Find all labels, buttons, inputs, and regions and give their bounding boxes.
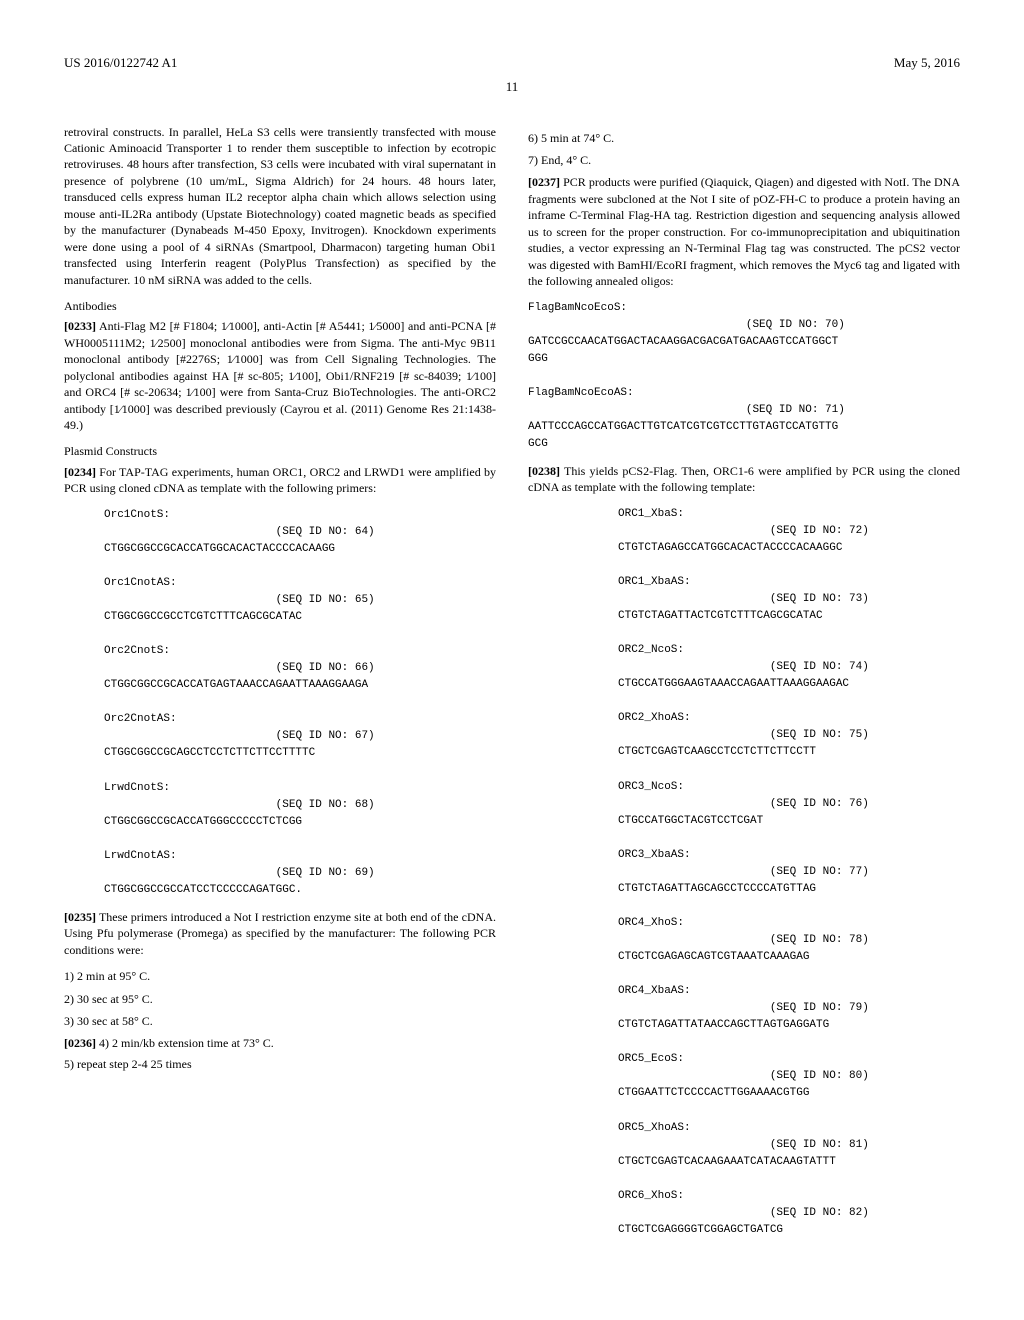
antibodies-heading: Antibodies <box>64 298 496 314</box>
seq65-name: Orc1CnotAS: <box>104 577 177 589</box>
pcr-step-7: 7) End, 4° C. <box>528 152 960 168</box>
seq73-id: (SEQ ID NO: 73) <box>770 593 869 605</box>
para-num-0233: [0233] <box>64 319 96 333</box>
seq80-id: (SEQ ID NO: 80) <box>770 1070 869 1082</box>
seq76-id: (SEQ ID NO: 76) <box>770 798 869 810</box>
seq65-id: (SEQ ID NO: 65) <box>276 594 375 606</box>
para-0234: [0234] For TAP-TAG experiments, human OR… <box>64 464 496 497</box>
plasmid-heading: Plasmid Constructs <box>64 443 496 459</box>
para-text-0237: PCR products were purified (Qiaquick, Qi… <box>528 175 960 288</box>
seq74-name: ORC2_NcoS: <box>618 644 684 656</box>
seq75-name: ORC2_XhoAS: <box>618 712 691 724</box>
para-text-0233: Anti-Flag M2 [# F1804; 1⁄1000], anti-Act… <box>64 319 496 432</box>
para-text-0235: These primers introduced a Not I restric… <box>64 910 496 957</box>
pcr-step-2: 2) 30 sec at 95° C. <box>64 991 496 1007</box>
seq81-seq: CTGCTCGAGTCACAAGAAATCATACAAGTATTT <box>618 1156 836 1168</box>
seq75-seq: CTGCTCGAGTCAAGCCTCCTCTTCTTCCTT <box>618 746 816 758</box>
seq73-seq: CTGTCTAGATTACTCGTCTTTCAGCGCATAC <box>618 610 823 622</box>
seq70-seq2: GGG <box>528 353 548 365</box>
seq79-id: (SEQ ID NO: 79) <box>770 1002 869 1014</box>
seq69-name: LrwdCnotAS: <box>104 850 177 862</box>
seq67-seq: CTGGCGGCCGCAGCCTCCTCTTCTTCCTTTTC <box>104 747 315 759</box>
seq77-id: (SEQ ID NO: 77) <box>770 866 869 878</box>
pcr-step-3: 3) 30 sec at 58° C. <box>64 1013 496 1029</box>
para-num-0235: [0235] <box>64 910 96 924</box>
left-column: retroviral constructs. In parallel, HeLa… <box>64 124 496 1249</box>
seq80-name: ORC5_EcoS: <box>618 1053 684 1065</box>
para-text-0238: This yields pCS2-Flag. Then, ORC1-6 were… <box>528 464 960 494</box>
seq69-seq: CTGGCGGCCGCCATCCTCCCCCAGATGGC. <box>104 884 302 896</box>
para-0235: [0235] These primers introduced a Not I … <box>64 909 496 958</box>
seq74-seq: CTGCCATGGGAAGTAAACCAGAATTAAAGGAAGAC <box>618 678 849 690</box>
para-num-0236: [0236] <box>64 1036 96 1050</box>
pcr-step-5: 5) repeat step 2-4 25 times <box>64 1056 496 1072</box>
seq82-seq: CTGCTCGAGGGGTCGGAGCTGATCG <box>618 1224 783 1236</box>
seq71-seq1: AATTCCCAGCCATGGACTTGTCATCGTCGTCCTTGTAGTC… <box>528 421 838 433</box>
seq76-name: ORC3_NcoS: <box>618 781 684 793</box>
seq72-name: ORC1_XbaS: <box>618 508 684 520</box>
seq71-id: (SEQ ID NO: 71) <box>746 404 845 416</box>
seq67-name: Orc2CnotAS: <box>104 713 177 725</box>
publication-date: May 5, 2016 <box>894 54 960 72</box>
seq77-name: ORC3_XbaAS: <box>618 849 691 861</box>
right-column: 6) 5 min at 74° C. 7) End, 4° C. [0237] … <box>528 124 960 1249</box>
para-text-0234: For TAP-TAG experiments, human ORC1, ORC… <box>64 465 496 495</box>
seq66-id: (SEQ ID NO: 66) <box>276 662 375 674</box>
page-header: US 2016/0122742 A1 May 5, 2016 <box>64 54 960 72</box>
seq64-name: Orc1CnotS: <box>104 509 170 521</box>
para-0233: [0233] Anti-Flag M2 [# F1804; 1⁄1000], a… <box>64 318 496 433</box>
para-0238: [0238] This yields pCS2-Flag. Then, ORC1… <box>528 463 960 496</box>
seq78-seq: CTGCTCGAGAGCAGTCGTAAATCAAAGAG <box>618 951 809 963</box>
seq75-id: (SEQ ID NO: 75) <box>770 729 869 741</box>
seq64-id: (SEQ ID NO: 64) <box>276 526 375 538</box>
seq64-seq: CTGGCGGCCGCACCATGGCACACTACCCCACAAGG <box>104 543 335 555</box>
seq81-name: ORC5_XhoAS: <box>618 1122 691 1134</box>
seq80-seq: CTGGAATTCTCCCCACTTGGAAAACGTGG <box>618 1087 809 1099</box>
para-num-0234: [0234] <box>64 465 96 479</box>
seq72-id: (SEQ ID NO: 72) <box>770 525 869 537</box>
seq65-seq: CTGGCGGCCGCCTCGTCTTTCAGCGCATAC <box>104 611 302 623</box>
seq77-seq: CTGTCTAGATTAGCAGCCTCCCCATGTTAG <box>618 883 816 895</box>
seq67-id: (SEQ ID NO: 67) <box>276 730 375 742</box>
seq69-id: (SEQ ID NO: 69) <box>276 867 375 879</box>
seq70-seq1: GATCCGCCAACATGGACTACAAGGACGACGATGACAAGTC… <box>528 336 838 348</box>
seq79-name: ORC4_XbaAS: <box>618 985 691 997</box>
seq66-seq: CTGGCGGCCGCACCATGAGTAAACCAGAATTAAAGGAAGA <box>104 679 368 691</box>
seq71-seq2: GCG <box>528 438 548 450</box>
publication-number: US 2016/0122742 A1 <box>64 54 177 72</box>
seq68-name: LrwdCnotS: <box>104 782 170 794</box>
seq76-seq: CTGCCATGGCTACGTCCTCGAT <box>618 815 763 827</box>
pcr-step-6: 6) 5 min at 74° C. <box>528 130 960 146</box>
seq73-name: ORC1_XbaAS: <box>618 576 691 588</box>
para-0236: [0236] 4) 2 min/kb extension time at 73°… <box>64 1035 496 1051</box>
seq-block-72-82: ORC1_XbaS: (SEQ ID NO: 72) CTGTCTAGAGCCA… <box>618 506 960 1239</box>
seq68-seq: CTGGCGGCCGCACCATGGGCCCCCTCTCGG <box>104 816 302 828</box>
seq71-name: FlagBamNcoEcoAS: <box>528 387 634 399</box>
seq78-id: (SEQ ID NO: 78) <box>770 934 869 946</box>
seq70-name: FlagBamNcoEcoS: <box>528 302 627 314</box>
two-column-layout: retroviral constructs. In parallel, HeLa… <box>64 124 960 1249</box>
seq74-id: (SEQ ID NO: 74) <box>770 661 869 673</box>
seq72-seq: CTGTCTAGAGCCATGGCACACTACCCCACAAGGC <box>618 542 842 554</box>
seq78-name: ORC4_XhoS: <box>618 917 684 929</box>
page-number: 11 <box>64 78 960 96</box>
seq-block-70-71: FlagBamNcoEcoS: (SEQ ID NO: 70) GATCCGCC… <box>528 300 960 453</box>
seq82-name: ORC6_XhoS: <box>618 1190 684 1202</box>
seq70-id: (SEQ ID NO: 70) <box>746 319 845 331</box>
para-0237: [0237] PCR products were purified (Qiaqu… <box>528 174 960 289</box>
seq79-seq: CTGTCTAGATTATAACCAGCTTAGTGAGGATG <box>618 1019 829 1031</box>
seq-block-64-69: Orc1CnotS: (SEQ ID NO: 64) CTGGCGGCCGCAC… <box>104 507 496 899</box>
retroviral-paragraph: retroviral constructs. In parallel, HeLa… <box>64 124 496 288</box>
pcr-step-1: 1) 2 min at 95° C. <box>64 968 496 984</box>
para-text-0236: 4) 2 min/kb extension time at 73° C. <box>96 1036 274 1050</box>
seq81-id: (SEQ ID NO: 81) <box>770 1139 869 1151</box>
seq68-id: (SEQ ID NO: 68) <box>276 799 375 811</box>
para-num-0237: [0237] <box>528 175 560 189</box>
seq66-name: Orc2CnotS: <box>104 645 170 657</box>
seq82-id: (SEQ ID NO: 82) <box>770 1207 869 1219</box>
para-num-0238: [0238] <box>528 464 560 478</box>
